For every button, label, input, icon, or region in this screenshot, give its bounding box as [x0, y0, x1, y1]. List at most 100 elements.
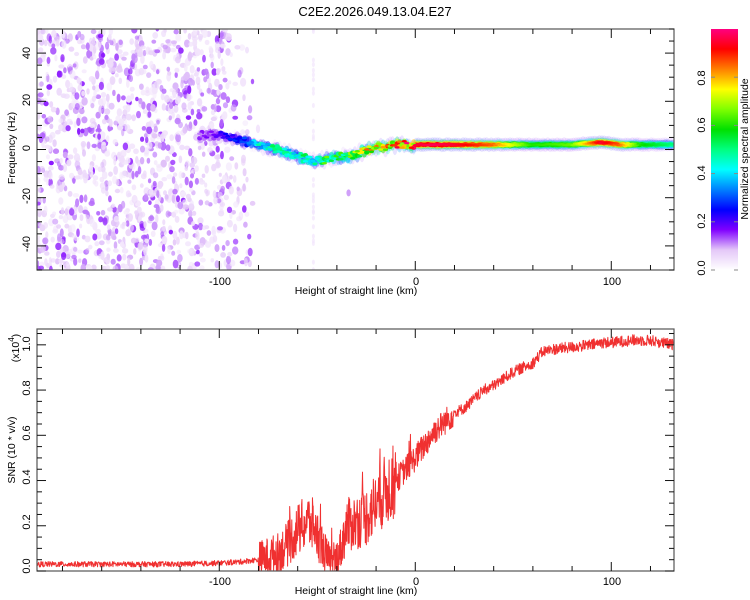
spectrogram-cell [217, 51, 221, 59]
spectrogram-cell [60, 238, 65, 244]
spectrogram-cell [182, 204, 189, 210]
spectrogram-cell [220, 185, 225, 192]
spectrogram-cell [184, 176, 189, 186]
snr-y-tick-label: 0.4 [21, 469, 33, 484]
spectrogram-cell [100, 141, 106, 150]
spectrogram-cell [72, 193, 80, 198]
spectrogram-cell [378, 148, 384, 151]
spectrogram-cell [127, 213, 133, 222]
spectrogram-cell [71, 234, 77, 239]
spectrogram-cell [97, 33, 104, 39]
spectrogram-cell [89, 56, 94, 61]
spectrogram-cell [188, 41, 194, 47]
spectrogram-cell [174, 72, 178, 78]
spectrogram-cell [174, 215, 180, 223]
spectrogram-cell [214, 260, 220, 269]
spectrogram-cell [139, 83, 144, 90]
spectrogram-cell [184, 39, 190, 48]
spectrogram-cell [108, 171, 113, 177]
spectrogram-cell [92, 179, 97, 185]
spectrogram-cell [187, 249, 193, 254]
spectrogram-y-axis-label: Frequency (Hz) [6, 112, 18, 184]
spectrogram-cell [147, 178, 152, 184]
spectrogram-cell [48, 165, 54, 171]
spectrogram-cell [49, 131, 56, 139]
spectrogram-cell [67, 154, 74, 160]
spectrogram-cell [54, 54, 58, 62]
spectrogram-y-ticks [37, 28, 674, 271]
colorbar: 0.0 0.2 0.4 0.6 0.8 Normalized spectral … [696, 29, 750, 276]
colorbar-tick-label: 0.6 [696, 117, 708, 132]
spectrogram-cell [105, 41, 110, 50]
spectrogram-cell [163, 29, 167, 33]
spectrogram-cell [199, 49, 204, 56]
spectrogram-cell [170, 159, 176, 166]
spectrogram-cell [105, 190, 109, 197]
spectrogram-cell [48, 160, 54, 166]
spectrogram-cell [37, 177, 41, 185]
spectrogram-cell [37, 33, 44, 42]
spectrogram-cell [56, 70, 62, 78]
spectrogram-cell [219, 43, 226, 48]
spectrogram-cell [191, 125, 196, 130]
spectrogram-cell [64, 208, 69, 216]
spectrogram-cell [56, 224, 62, 229]
spectrogram-cell [311, 233, 315, 239]
spectrogram-cell [114, 53, 119, 61]
spectrogram-cell [58, 174, 65, 180]
spectrogram-cell [302, 160, 309, 163]
spectrogram-cell [144, 133, 148, 138]
spectrogram-cell [169, 103, 174, 109]
spectrogram-cell [366, 145, 372, 148]
spectrogram-cell [148, 50, 155, 56]
spectrogram-cell [217, 191, 223, 198]
spectrogram-cell [37, 57, 43, 65]
spectrogram-cell [226, 255, 231, 265]
spectrogram-cell [131, 184, 137, 191]
spectrogram-cell [203, 140, 208, 146]
spectrogram-cell [204, 165, 209, 174]
spectrogram-cell [182, 126, 188, 134]
spectrogram-signal-track [197, 124, 674, 197]
spectrogram-cell [204, 136, 210, 139]
spectrogram-cell [97, 133, 101, 140]
spectrogram-cell [82, 56, 88, 64]
spectrogram-y-tick-label: 20 [21, 94, 33, 106]
spectrogram-noise-cells [37, 29, 315, 270]
spectrogram-cell [187, 85, 192, 95]
spectrogram-cell [155, 29, 160, 32]
spectrogram-cell [178, 171, 183, 179]
spectrogram-cell [88, 200, 95, 207]
spectrogram-cell [69, 120, 73, 125]
spectrogram-cell [37, 265, 41, 270]
spectrogram-cell [201, 225, 207, 231]
spectrogram-cell [310, 159, 316, 162]
spectrogram-cell [364, 148, 370, 151]
spectrogram-cell [260, 142, 266, 146]
spectrogram-cell [152, 151, 158, 158]
spectrogram-cell [215, 97, 221, 105]
spectrogram-cell [221, 29, 228, 33]
spectrogram-cell [317, 159, 323, 162]
spectrogram-cell [119, 171, 123, 181]
spectrogram-cell [63, 67, 67, 74]
spectrogram-cell [58, 64, 65, 69]
spectrogram-cell [210, 116, 217, 122]
spectrogram-cell [229, 174, 233, 180]
spectrogram-cell [92, 85, 96, 91]
spectrogram-cell [203, 76, 208, 83]
spectrogram-cell [106, 253, 111, 260]
spectrogram-cell [58, 258, 64, 264]
spectrogram-cell [50, 47, 57, 55]
spectrogram-cell [142, 170, 147, 177]
spectrogram-cell [94, 41, 101, 50]
spectrogram-cell [44, 136, 50, 142]
spectrogram-cell [198, 242, 204, 248]
spectrogram-cell [90, 29, 97, 35]
spectrogram-cell [188, 121, 193, 129]
spectrogram-cell [281, 147, 287, 151]
spectrogram-cell [219, 205, 224, 210]
spectrogram-cell [74, 51, 80, 57]
spectrogram-cell [311, 204, 315, 210]
spectrogram-cell [311, 90, 315, 96]
